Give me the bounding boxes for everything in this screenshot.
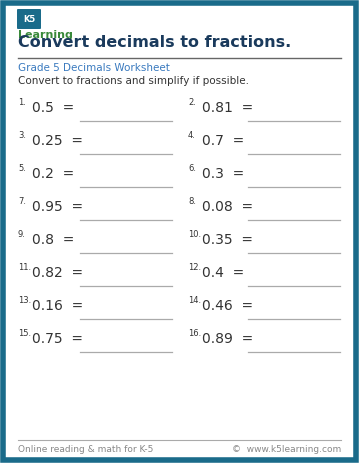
Text: 0.89  =: 0.89 =	[202, 332, 253, 346]
Text: 0.4  =: 0.4 =	[202, 266, 244, 280]
Text: 0.7  =: 0.7 =	[202, 134, 244, 148]
Text: 11.: 11.	[18, 263, 31, 272]
Text: 0.16  =: 0.16 =	[32, 299, 83, 313]
Text: 0.25  =: 0.25 =	[32, 134, 83, 148]
Text: 0.75  =: 0.75 =	[32, 332, 83, 346]
Text: 2.: 2.	[188, 98, 196, 107]
FancyBboxPatch shape	[17, 9, 41, 29]
Text: Convert to fractions and simplify if possible.: Convert to fractions and simplify if pos…	[18, 76, 249, 86]
Text: 10.: 10.	[188, 230, 201, 239]
Text: 7.: 7.	[18, 197, 26, 206]
Text: Grade 5 Decimals Worksheet: Grade 5 Decimals Worksheet	[18, 63, 170, 73]
Text: Convert decimals to fractions.: Convert decimals to fractions.	[18, 35, 291, 50]
Text: 8.: 8.	[188, 197, 196, 206]
Text: 0.95  =: 0.95 =	[32, 200, 83, 214]
Text: 5.: 5.	[18, 164, 26, 173]
Text: 0.82  =: 0.82 =	[32, 266, 83, 280]
Text: Online reading & math for K-5: Online reading & math for K-5	[18, 445, 153, 454]
FancyBboxPatch shape	[3, 3, 356, 460]
Text: 0.46  =: 0.46 =	[202, 299, 253, 313]
Text: 16.: 16.	[188, 329, 201, 338]
Text: 0.35  =: 0.35 =	[202, 233, 253, 247]
Text: 12.: 12.	[188, 263, 201, 272]
Text: 9.: 9.	[18, 230, 26, 239]
Text: 0.81  =: 0.81 =	[202, 101, 253, 115]
Text: 14.: 14.	[188, 296, 201, 305]
Text: 0.3  =: 0.3 =	[202, 167, 244, 181]
Text: 1.: 1.	[18, 98, 26, 107]
Text: 0.2  =: 0.2 =	[32, 167, 74, 181]
Text: ©  www.k5learning.com: © www.k5learning.com	[232, 445, 341, 454]
Text: 0.08  =: 0.08 =	[202, 200, 253, 214]
Text: 15.: 15.	[18, 329, 31, 338]
Text: 0.8  =: 0.8 =	[32, 233, 74, 247]
Text: 6.: 6.	[188, 164, 196, 173]
Text: K5: K5	[23, 14, 35, 24]
Text: 3.: 3.	[18, 131, 26, 140]
Text: 13.: 13.	[18, 296, 31, 305]
Text: 0.5  =: 0.5 =	[32, 101, 74, 115]
Text: 4.: 4.	[188, 131, 196, 140]
Text: Learning: Learning	[18, 30, 73, 40]
